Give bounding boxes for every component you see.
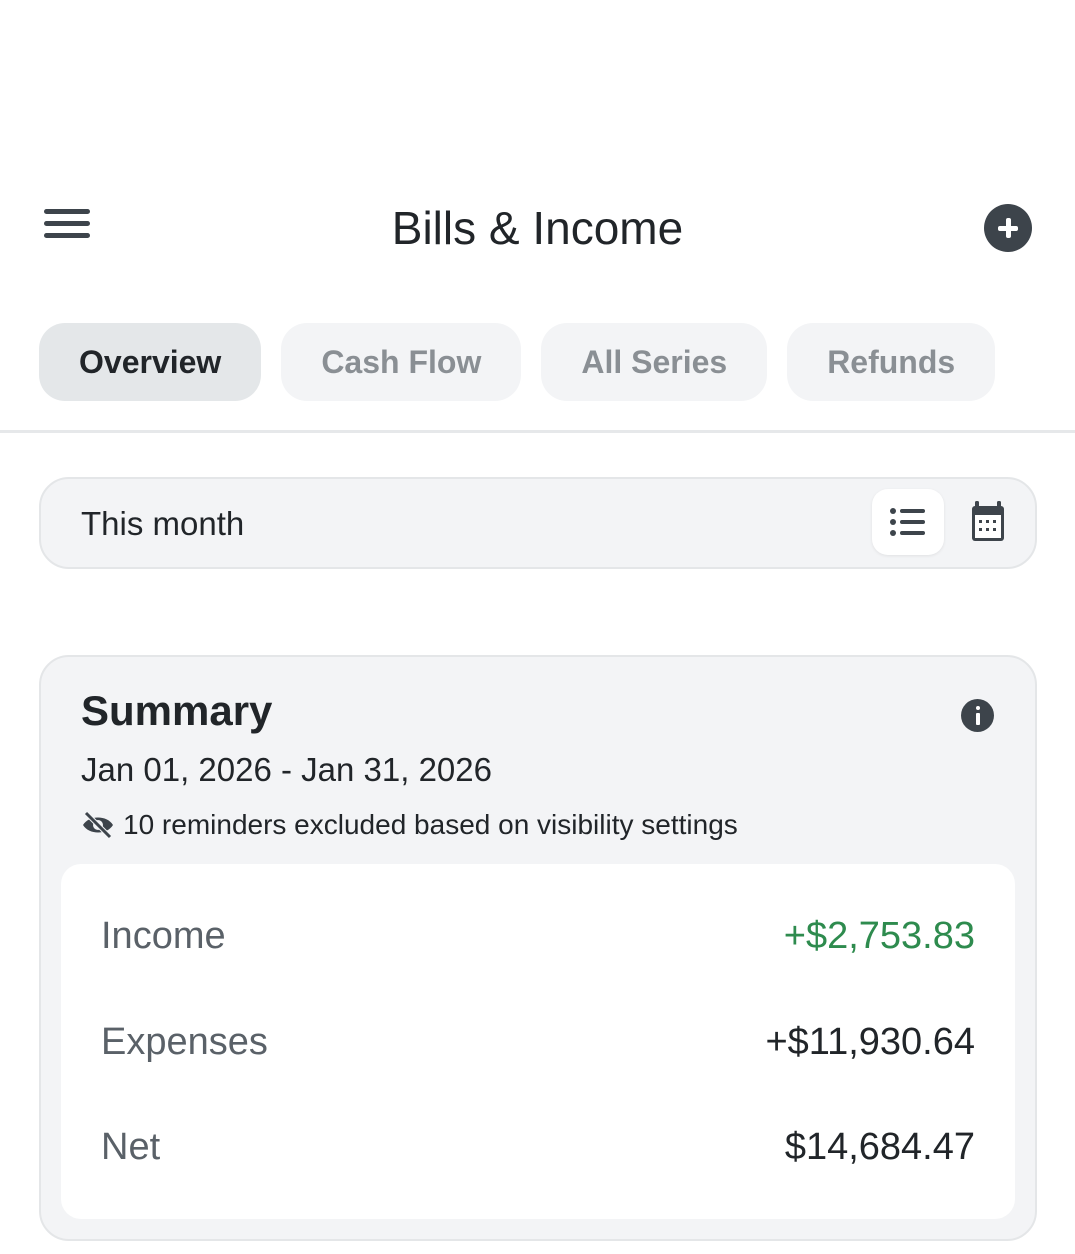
visibility-note-text: 10 reminders excluded based on visibilit… <box>123 809 738 840</box>
tab-overview[interactable]: Overview <box>39 323 262 401</box>
row-value: +$11,930.64 <box>765 1020 975 1063</box>
date-range-selector[interactable]: This month <box>39 477 1037 569</box>
tab-cash-flow[interactable]: Cash Flow <box>281 323 522 401</box>
date-range-label: This month <box>81 505 245 542</box>
hamburger-icon <box>44 209 90 214</box>
header: Bills & Income <box>0 195 1075 265</box>
tab-refunds[interactable]: Refunds <box>787 323 996 401</box>
list-view-button[interactable] <box>872 489 944 555</box>
summary-date-range: Jan 01, 2026 - Jan 31, 2026 <box>81 751 492 788</box>
visibility-note: 10 reminders excluded based on visibilit… <box>81 809 738 841</box>
eye-slash-icon <box>83 811 113 839</box>
divider <box>0 430 1075 433</box>
info-icon[interactable] <box>961 699 994 732</box>
summary-card: Summary Jan 01, 2026 - Jan 31, 2026 10 r… <box>39 655 1037 1241</box>
row-label: Income <box>101 914 226 957</box>
summary-row-net: Net $14,684.47 <box>101 1117 975 1177</box>
tab-all-series[interactable]: All Series <box>541 323 768 401</box>
summary-table: Income +$2,753.83 Expenses +$11,930.64 N… <box>61 864 1015 1219</box>
add-button[interactable] <box>984 204 1032 252</box>
summary-row-income: Income +$2,753.83 <box>101 906 975 966</box>
summary-row-expenses: Expenses +$11,930.64 <box>101 1012 975 1072</box>
row-label: Expenses <box>101 1020 268 1063</box>
calendar-icon <box>972 501 1004 541</box>
row-value: $14,684.47 <box>784 1125 975 1168</box>
menu-button[interactable] <box>44 209 90 245</box>
page-title: Bills & Income <box>391 202 684 254</box>
calendar-view-button[interactable] <box>969 501 1009 545</box>
summary-title: Summary <box>81 687 273 734</box>
list-icon <box>890 508 925 536</box>
row-label: Net <box>101 1125 161 1168</box>
tab-bar: Overview Cash Flow All Series Refunds <box>39 323 996 401</box>
row-value: +$2,753.83 <box>783 914 975 957</box>
